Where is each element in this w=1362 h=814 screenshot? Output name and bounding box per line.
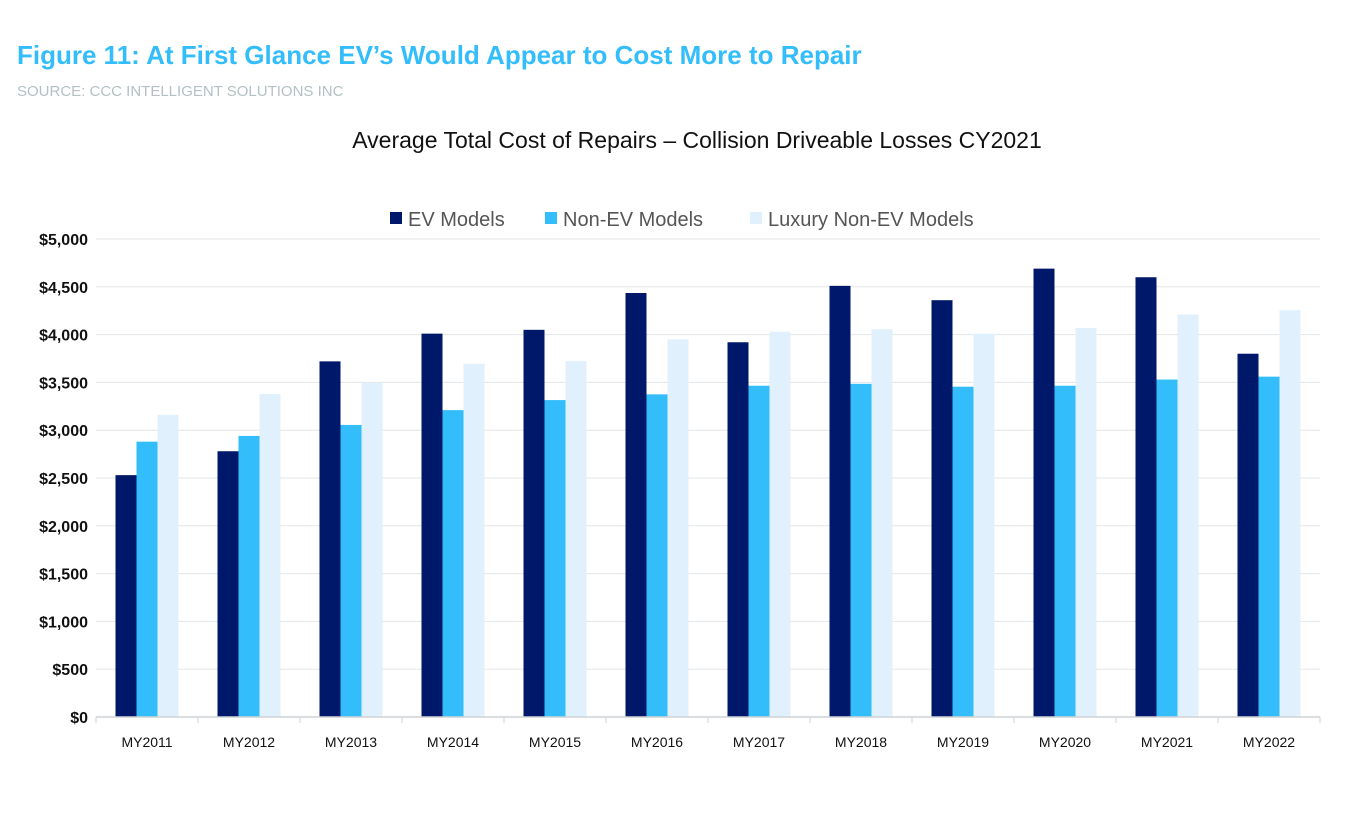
x-tick-label: MY2011 — [121, 734, 172, 750]
bars — [115, 268, 1301, 717]
y-axis: $0 $500 $1,000 $1,500 $2,000 $2,500 $3,000 $3,5… — [39, 232, 88, 727]
bar-non-ev-models-my2015 — [544, 400, 566, 717]
legend-label: Luxury Non-EV Models — [768, 209, 974, 231]
x-tick-label: MY2019 — [937, 734, 989, 750]
y-tick-label: $4,500 — [39, 280, 88, 297]
legend-swatch — [545, 212, 557, 224]
bar-luxury-non-ev-models-my2019 — [973, 333, 995, 717]
x-tick-label: MY2021 — [1141, 734, 1193, 750]
x-tick-label: MY2018 — [835, 734, 887, 750]
y-tick-label: $1,000 — [39, 614, 88, 631]
figure-source: SOURCE: CCC INTELLIGENT SOLUTIONS INC — [17, 83, 344, 100]
bar-ev-models-my2012 — [217, 451, 239, 717]
y-tick-label: $2,000 — [39, 519, 88, 536]
y-tick-label: $4,000 — [39, 328, 88, 345]
y-tick-label: $3,000 — [39, 423, 88, 440]
bar-luxury-non-ev-models-my2021 — [1177, 314, 1199, 717]
bar-luxury-non-ev-models-my2013 — [361, 382, 383, 717]
x-tick-label: MY2012 — [223, 734, 275, 750]
bar-non-ev-models-my2021 — [1156, 379, 1178, 717]
y-tick-label: $0 — [70, 710, 88, 727]
y-tick-label: $500 — [52, 662, 88, 679]
bar-non-ev-models-my2020 — [1054, 385, 1076, 717]
bar-non-ev-models-my2016 — [646, 394, 668, 717]
bar-ev-models-my2014 — [421, 333, 443, 717]
legend-label: Non-EV Models — [563, 209, 703, 231]
bar-ev-models-my2016 — [625, 293, 647, 717]
bar-non-ev-models-my2018 — [850, 383, 872, 717]
bar-ev-models-my2011 — [115, 475, 137, 717]
x-tick-label: MY2014 — [427, 734, 479, 750]
x-tick-label: MY2015 — [529, 734, 581, 750]
bar-non-ev-models-my2011 — [136, 441, 158, 717]
figure-title: Figure 11: At First Glance EV’s Would Ap… — [17, 40, 862, 70]
bar-luxury-non-ev-models-my2022 — [1279, 310, 1301, 717]
bar-ev-models-my2018 — [829, 285, 851, 717]
bar-luxury-non-ev-models-my2014 — [463, 363, 485, 717]
x-tick-label: MY2020 — [1039, 734, 1091, 750]
bar-ev-models-my2020 — [1033, 268, 1055, 717]
bar-ev-models-my2021 — [1135, 277, 1157, 717]
chart-title: Average Total Cost of Repairs – Collisio… — [352, 127, 1042, 153]
gridlines — [96, 238, 1320, 670]
bar-ev-models-my2015 — [523, 329, 545, 717]
bar-luxury-non-ev-models-my2016 — [667, 339, 689, 717]
bar-ev-models-my2022 — [1237, 353, 1259, 717]
x-tick-label: MY2016 — [631, 734, 683, 750]
legend-swatch — [390, 212, 402, 224]
bar-ev-models-my2013 — [319, 361, 341, 717]
bar-luxury-non-ev-models-my2012 — [259, 393, 281, 717]
bar-non-ev-models-my2022 — [1258, 376, 1280, 717]
y-tick-label: $1,500 — [39, 567, 88, 584]
bar-luxury-non-ev-models-my2011 — [157, 414, 179, 717]
bar-non-ev-models-my2013 — [340, 424, 362, 717]
bar-luxury-non-ev-models-my2015 — [565, 360, 587, 717]
x-tick-label: MY2013 — [325, 734, 377, 750]
bar-non-ev-models-my2017 — [748, 385, 770, 717]
bar-ev-models-my2019 — [931, 300, 953, 717]
bar-ev-models-my2017 — [727, 342, 749, 717]
bar-luxury-non-ev-models-my2017 — [769, 331, 791, 717]
x-axis: MY2011 MY2012 MY2013 MY2014 MY2015 MY2016 MY20… — [95, 716, 1321, 750]
bar-non-ev-models-my2012 — [238, 435, 260, 717]
legend-swatch — [750, 212, 762, 224]
x-tick-label: MY2017 — [733, 734, 785, 750]
x-tick-label: MY2022 — [1243, 734, 1295, 750]
bar-non-ev-models-my2014 — [442, 410, 464, 717]
bar-luxury-non-ev-models-my2018 — [871, 329, 893, 717]
bar-luxury-non-ev-models-my2020 — [1075, 327, 1097, 717]
y-tick-label: $2,500 — [39, 471, 88, 488]
bar-non-ev-models-my2019 — [952, 386, 974, 717]
y-tick-label: $3,500 — [39, 375, 88, 392]
legend: EV Models Non-EV Models Luxury Non-EV Mode… — [390, 209, 974, 231]
y-tick-label: $5,000 — [39, 232, 88, 249]
legend-label: EV Models — [408, 209, 505, 231]
